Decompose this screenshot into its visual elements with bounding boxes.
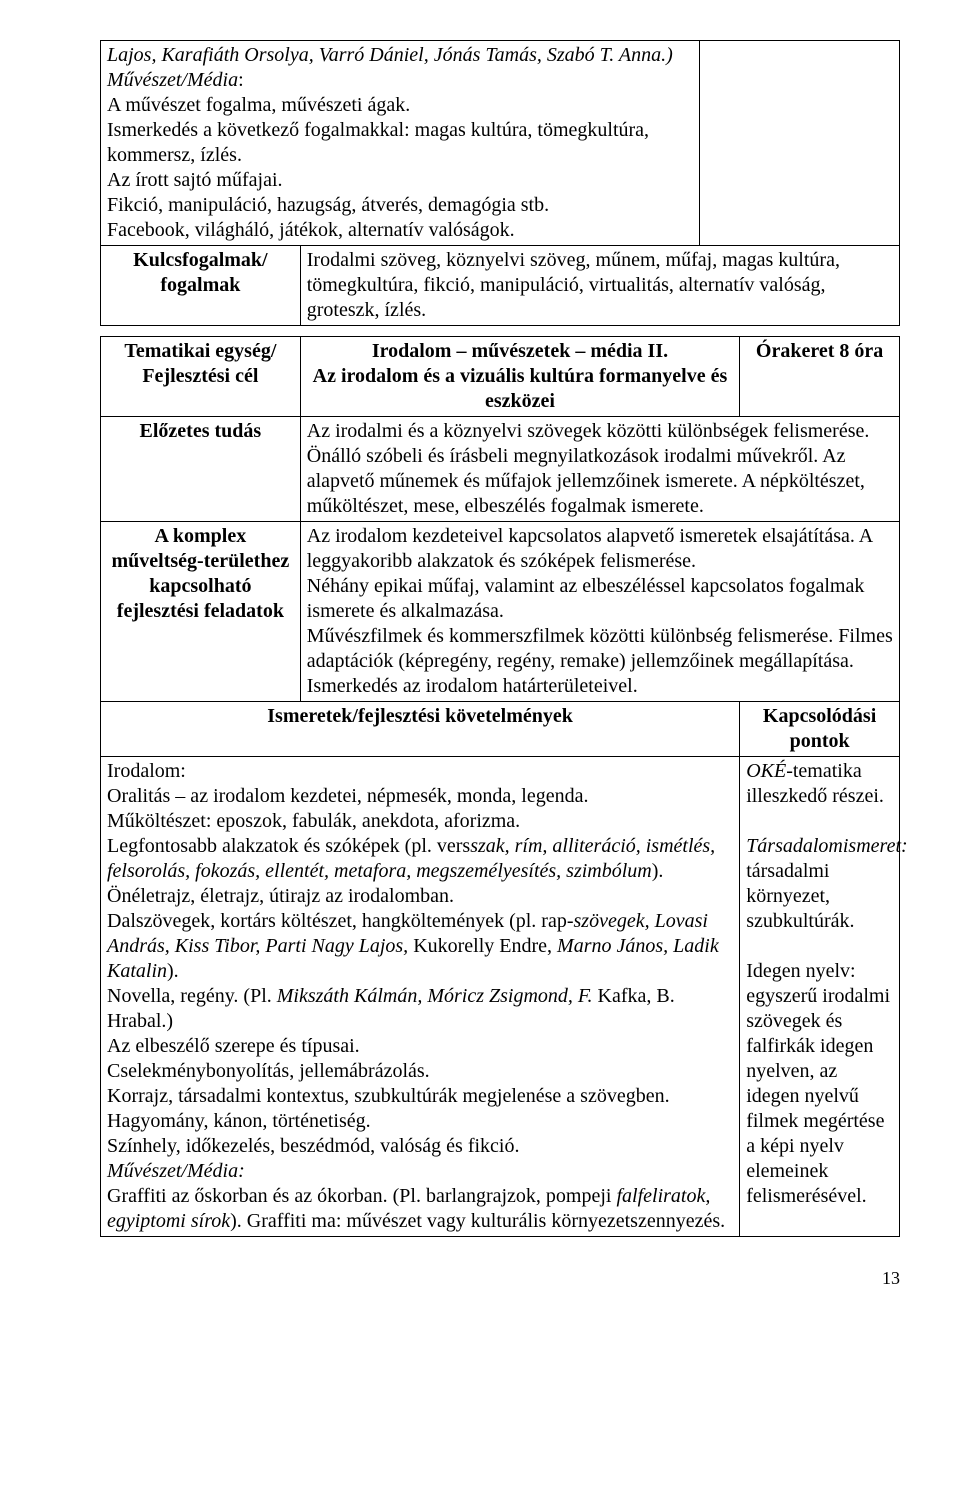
t2-r1-left: Tematikai egység/ Fejlesztési cél bbox=[101, 337, 301, 417]
t1-line7: Facebook, világháló, játékok, alternatív… bbox=[107, 219, 515, 241]
t1-line5: Az írott sajtó műfajai. bbox=[107, 169, 283, 191]
t2-r3-left: A komplex műveltség-területhez kapcsolha… bbox=[101, 522, 301, 702]
t2-r2-left: Előzetes tudás bbox=[101, 417, 301, 522]
t2-r5-l-p2c: ). bbox=[652, 860, 664, 882]
t1-keyterms-text: Irodalmi szöveg, köznyelvi szöveg, műnem… bbox=[300, 246, 899, 326]
t1-line2b: : bbox=[238, 69, 244, 91]
t2-r1-mid: Irodalom – művészetek – média II. Az iro… bbox=[300, 337, 739, 417]
t2-r5-l-p5a: Novella, regény. (Pl. bbox=[107, 985, 277, 1007]
t1-content-cell: Lajos, Karafiáth Orsolya, Varró Dániel, … bbox=[101, 41, 700, 246]
t2-r5-left: Irodalom: Oralitás – az irodalom kezdete… bbox=[101, 757, 740, 1237]
t2-r5-l-p7: Művészet/Média: bbox=[107, 1160, 245, 1182]
t2-r5-l-p8a: Graffiti az őskorban és az ókorban. (Pl.… bbox=[107, 1185, 616, 1207]
t1-line6: Fikció, manipuláció, hazugság, átverés, … bbox=[107, 194, 549, 216]
t2-r5-l-p4a: Dalszövegek, kortárs költészet, hangkölt… bbox=[107, 910, 574, 932]
t1-line3: A művészet fogalma, művészeti ágak. bbox=[107, 94, 410, 116]
t2-r1-mid-1: Irodalom – művészetek – média II. bbox=[372, 340, 668, 362]
t2-r1-mid-2: Az irodalom és a vizuális kultúra forman… bbox=[313, 365, 728, 412]
t2-r5-l-p5b: Mikszáth Kálmán, Móricz Zsigmond, F. bbox=[277, 985, 593, 1007]
t2-r5-l-p8c: ). Graffiti ma: művészet vagy kulturális… bbox=[230, 1210, 725, 1232]
t2-r5-l-p3: Önéletrajz, életrajz, útirajz az irodalo… bbox=[107, 885, 454, 907]
t2-r5-r-p3: Idegen nyelv: egyszerű irodalmi szövegek… bbox=[746, 960, 890, 1207]
t2-r5-l-p1: Oralitás – az irodalom kezdetei, népmesé… bbox=[107, 785, 588, 832]
t2-r4-left: Ismeretek/fejlesztési követelmények bbox=[101, 702, 740, 757]
t1-keyterms-label: Kulcsfogalmak/ fogalmak bbox=[101, 246, 301, 326]
t2-r5-right: OKÉ-tematika illeszkedő részei. Társadal… bbox=[740, 757, 900, 1237]
t2-r3-right: Az irodalom kezdeteivel kapcsolatos alap… bbox=[300, 522, 899, 702]
t2-r5-l-p4c: Kukorelly Endre, bbox=[408, 935, 557, 957]
t2-r5-l-p4e: ). bbox=[167, 960, 179, 982]
table-unit-2: Tematikai egység/ Fejlesztési cél Irodal… bbox=[100, 336, 900, 1237]
t2-r4-right: Kapcsolódási pontok bbox=[740, 702, 900, 757]
t2-r2-right: Az irodalmi és a köznyelvi szövegek közö… bbox=[300, 417, 899, 522]
t1-line2a: Művészet/Média bbox=[107, 69, 238, 91]
t2-r5-l-p1-label: Irodalom: bbox=[107, 760, 186, 782]
t2-r5-r-p1a: OKÉ bbox=[746, 760, 786, 782]
t2-r5-l-p6: Az elbeszélő szerepe és típusai. Cselekm… bbox=[107, 1035, 670, 1157]
t2-r5-l-p2a: Legfontosabb alakzatok és szóképek (pl. … bbox=[107, 835, 470, 857]
t2-r1-right: Órakeret 8 óra bbox=[740, 337, 900, 417]
t1-line4: Ismerkedés a következő fogalmakkal: maga… bbox=[107, 119, 649, 166]
t1-empty-cell bbox=[700, 41, 900, 246]
t2-r5-r-p2b: társadalmi környezet, szubkultúrák. bbox=[746, 860, 854, 932]
t1-line1: Lajos, Karafiáth Orsolya, Varró Dániel, … bbox=[107, 44, 673, 66]
t2-r5-r-p2a: Társadalomismeret: bbox=[746, 835, 907, 857]
page-number: 13 bbox=[100, 1267, 900, 1290]
table-unit-1: Lajos, Karafiáth Orsolya, Varró Dániel, … bbox=[100, 40, 900, 326]
